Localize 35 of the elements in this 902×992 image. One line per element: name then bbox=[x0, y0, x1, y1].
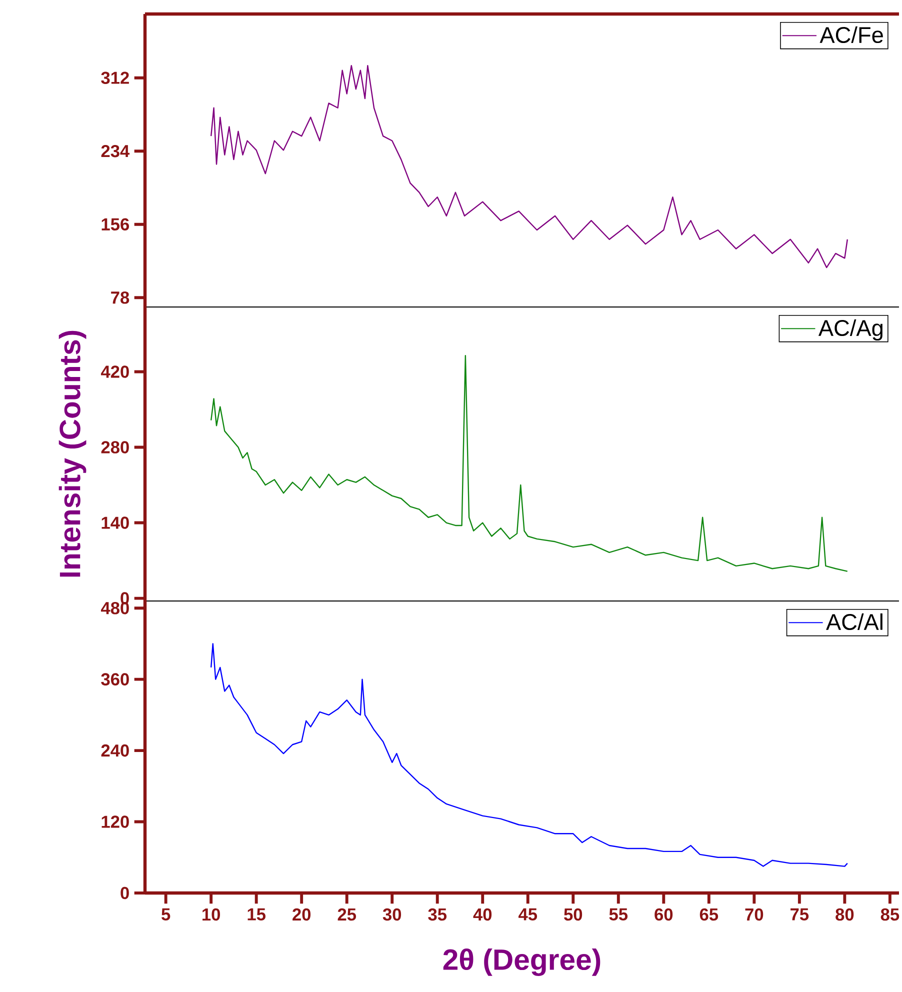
x-tick-label: 5 bbox=[162, 908, 170, 920]
x-axis-title: 2θ (Degree) bbox=[443, 948, 600, 976]
y-tick-label: 0 bbox=[120, 886, 129, 900]
y-tick-label: 78 bbox=[111, 291, 130, 304]
x-tick-label: 20 bbox=[292, 908, 311, 921]
legend-label: AC/Ag bbox=[818, 319, 882, 341]
x-tick-label: 55 bbox=[609, 908, 628, 920]
y-tick-label: 420 bbox=[100, 366, 129, 378]
x-tick-label: 70 bbox=[745, 908, 764, 921]
y-tick-label: 360 bbox=[101, 673, 129, 686]
x-tick-label: 15 bbox=[248, 908, 266, 920]
y-tick-label: 312 bbox=[101, 72, 129, 84]
y-tick-label: 280 bbox=[101, 441, 129, 454]
y-tick-label: 140 bbox=[102, 516, 129, 529]
x-tick-label: 25 bbox=[338, 908, 356, 921]
legend-label: AC/Fe bbox=[820, 26, 883, 44]
x-tick-label: 10 bbox=[202, 908, 220, 921]
x-tick-label: 40 bbox=[473, 908, 492, 921]
y-axis-title: Intensity (Counts) bbox=[58, 330, 86, 577]
x-tick-label: 65 bbox=[700, 908, 718, 921]
x-tick-label: 80 bbox=[836, 908, 854, 921]
legend-label: AC/Al bbox=[826, 613, 882, 630]
y-tick-label: 156 bbox=[102, 218, 129, 230]
y-tick-label: 234 bbox=[101, 144, 130, 158]
x-tick-label: 85 bbox=[880, 908, 900, 921]
x-tick-label: 50 bbox=[564, 908, 582, 921]
x-tick-label: 30 bbox=[382, 908, 402, 921]
y-tick-label: 240 bbox=[101, 744, 129, 757]
y-tick-label: 120 bbox=[102, 816, 129, 828]
y-tick-label: 480 bbox=[100, 602, 129, 614]
x-tick-label: 35 bbox=[428, 908, 447, 921]
x-tick-label: 60 bbox=[654, 908, 673, 921]
line-series bbox=[210, 65, 848, 268]
x-tick-label: 45 bbox=[518, 908, 538, 920]
x-tick-label: 75 bbox=[790, 908, 809, 920]
